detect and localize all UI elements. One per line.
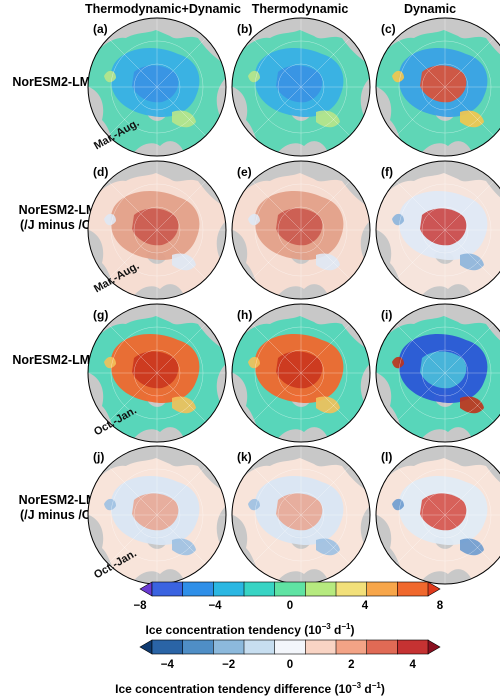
panel-tag-l: (l): [381, 450, 393, 464]
colorbar-tendency-title-exp1: −3: [321, 622, 331, 631]
polar-map-e: [230, 159, 372, 301]
panel-tag-f: (f): [381, 165, 393, 179]
colorbar-tendency-swatch-6: [305, 581, 337, 597]
row-heading-4: NorESM2-LM (/J minus /C): [0, 493, 115, 523]
colorbar-difference-swatch-6: [305, 639, 337, 655]
colorbar-difference-title-exp2: −1: [371, 681, 381, 690]
polar-map-g: [86, 302, 228, 444]
row-heading-4-line1: NorESM2-LM: [18, 493, 97, 507]
column-heading-thermodynamic: Thermodynamic: [251, 2, 349, 16]
column-heading-dynamic: Dynamic: [403, 2, 457, 16]
column-heading-thermo-dynamic: Thermodynamic+Dynamic: [85, 2, 241, 16]
row-heading-2-line1: NorESM2-LM: [18, 203, 97, 217]
colorbar-tendency-swatch-2: [182, 581, 214, 597]
colorbar-tendency-swatch-8: [366, 581, 398, 597]
polar-map-f: [374, 159, 500, 301]
colorbar-tendency-title-text: Ice concentration tendency (10: [145, 623, 322, 637]
colorbar-tendency-swatch-7: [335, 581, 368, 597]
row-heading-2: NorESM2-LM (/J minus /C): [0, 203, 115, 233]
colorbar-tendency-title-end: ): [350, 623, 355, 637]
colorbar-tendency-tick-4: 8: [436, 600, 444, 612]
polar-map-l: [374, 444, 500, 586]
polar-map-c: [374, 16, 500, 158]
colorbar-tendency-title: Ice concentration tendency (10−3 d−1): [0, 622, 500, 637]
panel-tag-h: (h): [237, 308, 253, 322]
colorbar-tendency-tick-0: −8: [133, 600, 147, 612]
colorbar-difference-swatch-2: [182, 639, 214, 655]
panel-tag-e: (e): [237, 165, 252, 179]
colorbar-tendency-swatch-5: [274, 581, 306, 597]
colorbar-tendency-swatch-3: [213, 581, 245, 597]
polar-map-b: [230, 16, 372, 158]
colorbar-difference: [139, 639, 441, 655]
polar-map-k: [230, 444, 372, 586]
colorbar-difference-tick-2: 0: [286, 659, 294, 671]
colorbar-difference-tick-4: 4: [409, 659, 416, 671]
colorbar-tendency-swatch-4: [243, 581, 276, 597]
row-heading-3: NorESM2-LM/C: [0, 353, 115, 368]
colorbar-difference-swatch-4: [243, 639, 276, 655]
polar-map-d: [86, 159, 228, 301]
polar-map-j: [86, 444, 228, 586]
polar-map-i: [374, 302, 500, 444]
colorbar-difference-swatch-3: [213, 639, 245, 655]
row-heading-1-line1: NorESM2-LM/C: [12, 75, 103, 89]
colorbar-difference-swatch-10: [427, 639, 441, 655]
panel-tag-k: (k): [237, 450, 252, 464]
colorbar-tendency-swatch-10: [427, 581, 441, 597]
row-heading-2-line2: (/J minus /C): [19, 218, 95, 232]
colorbar-difference-swatch-7: [335, 639, 368, 655]
panel-tag-a: (a): [93, 22, 108, 36]
colorbar-difference-title: Ice concentration tendency difference (1…: [0, 681, 500, 696]
colorbar-tendency-tick-1: −4: [208, 600, 222, 612]
colorbar-tendency-swatch-1: [151, 581, 184, 597]
panel-tag-c: (c): [381, 22, 396, 36]
polar-map-a: [86, 16, 228, 158]
colorbar-difference-tick-3: 2: [348, 659, 355, 671]
colorbar-difference-swatch-9: [397, 639, 429, 655]
panel-tag-i: (i): [381, 308, 393, 322]
panel-tag-b: (b): [237, 22, 253, 36]
row-heading-4-line2: (/J minus /C): [19, 508, 95, 522]
panel-tag-g: (g): [93, 308, 109, 322]
colorbar-tendency-swatch-0: [139, 581, 153, 597]
colorbar-difference-tick-0: −4: [160, 659, 174, 671]
colorbar-tendency-title-mid: d: [330, 623, 342, 637]
colorbar-difference-swatch-1: [151, 639, 184, 655]
colorbar-difference-title-text: Ice concentration tendency difference (1…: [115, 682, 352, 696]
row-heading-1: NorESM2-LM/C: [0, 75, 115, 90]
colorbar-difference-tick-1: −2: [222, 659, 236, 671]
colorbar-tendency-title-exp2: −1: [341, 622, 351, 631]
colorbar-tendency: [139, 581, 441, 597]
panel-tag-d: (d): [93, 165, 109, 179]
colorbar-difference-swatch-8: [366, 639, 398, 655]
row-heading-3-line1: NorESM2-LM/C: [12, 353, 103, 367]
colorbar-difference-swatch-5: [274, 639, 306, 655]
colorbar-difference-title-exp1: −3: [351, 681, 362, 690]
colorbar-difference-swatch-0: [139, 639, 153, 655]
colorbar-difference-title-end: ): [380, 682, 385, 696]
panel-tag-j: (j): [93, 450, 105, 464]
colorbar-tendency-tick-3: 4: [361, 600, 369, 612]
colorbar-difference-title-mid: d: [361, 682, 372, 696]
colorbar-tendency-tick-2: 0: [286, 600, 294, 612]
polar-map-h: [230, 302, 372, 444]
colorbar-tendency-swatch-9: [397, 581, 429, 597]
